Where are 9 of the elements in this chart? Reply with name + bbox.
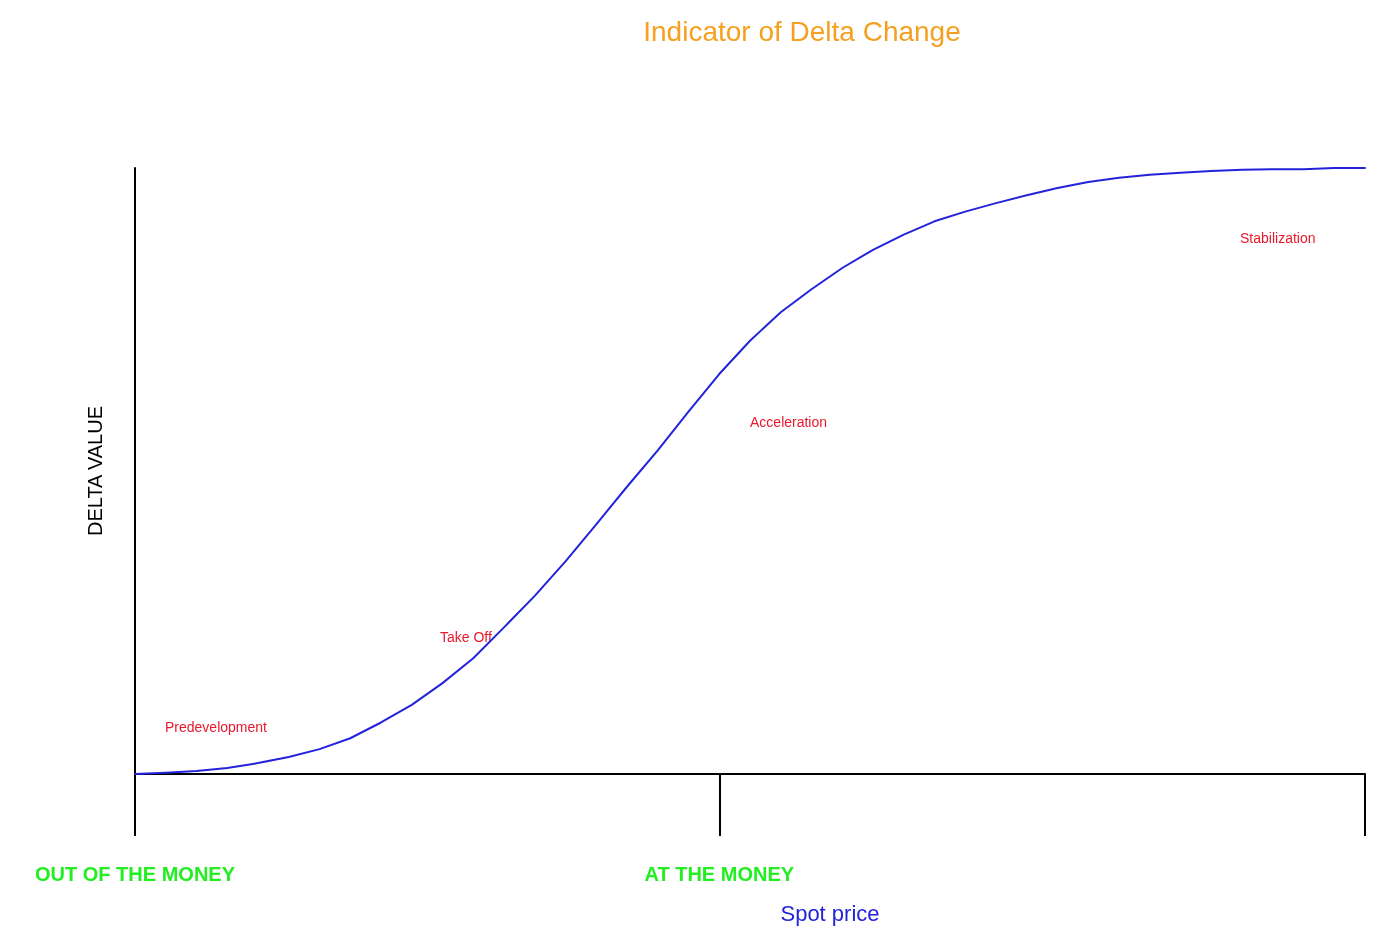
y-axis-title: DELTA VALUE <box>84 405 106 537</box>
x-axis-title: Spot price <box>780 900 880 926</box>
annotation: Take Off <box>439 629 492 645</box>
annotation: Stabilization <box>1239 230 1316 246</box>
annotation: Acceleration <box>750 414 828 430</box>
x-tick-label: OUT OF THE MONEY <box>35 863 236 885</box>
x-tick-label: AT THE MONEY <box>644 863 795 885</box>
annotation: Predevelopment <box>165 719 268 735</box>
chart-title: Indicator of Delta Change <box>643 15 961 47</box>
